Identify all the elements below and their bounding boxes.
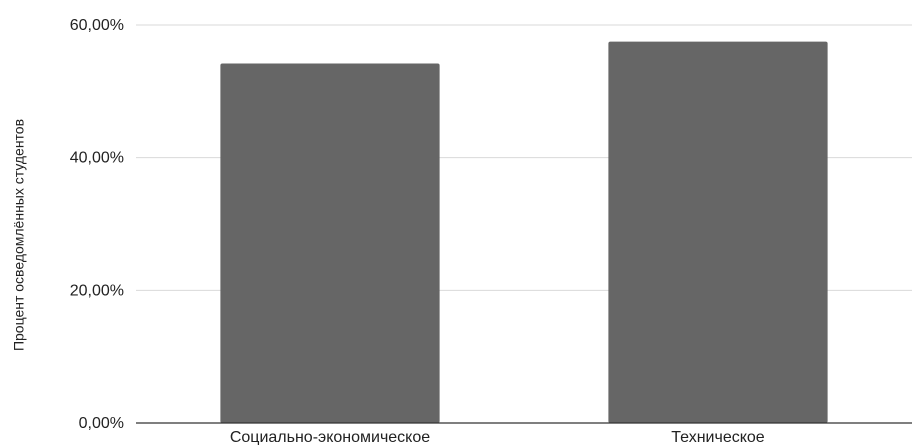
- y-tick-labels: 0,00% 20,00% 40,00% 60,00%: [70, 17, 124, 432]
- x-category-label: Социально-экономическое: [230, 429, 430, 445]
- x-category-labels: Социально-экономическое Техническое: [230, 429, 765, 445]
- y-tick-label: 20,00%: [70, 282, 124, 299]
- y-tick-label: 40,00%: [70, 150, 124, 167]
- bars: [220, 41, 828, 424]
- bar: [220, 63, 440, 424]
- bar: [608, 41, 828, 423]
- x-category-label: Техническое: [671, 429, 765, 445]
- y-axis-label: Процент осведомлённых студентов: [11, 119, 27, 351]
- y-tick-label: 0,00%: [79, 415, 124, 432]
- y-tick-label: 60,00%: [70, 17, 124, 34]
